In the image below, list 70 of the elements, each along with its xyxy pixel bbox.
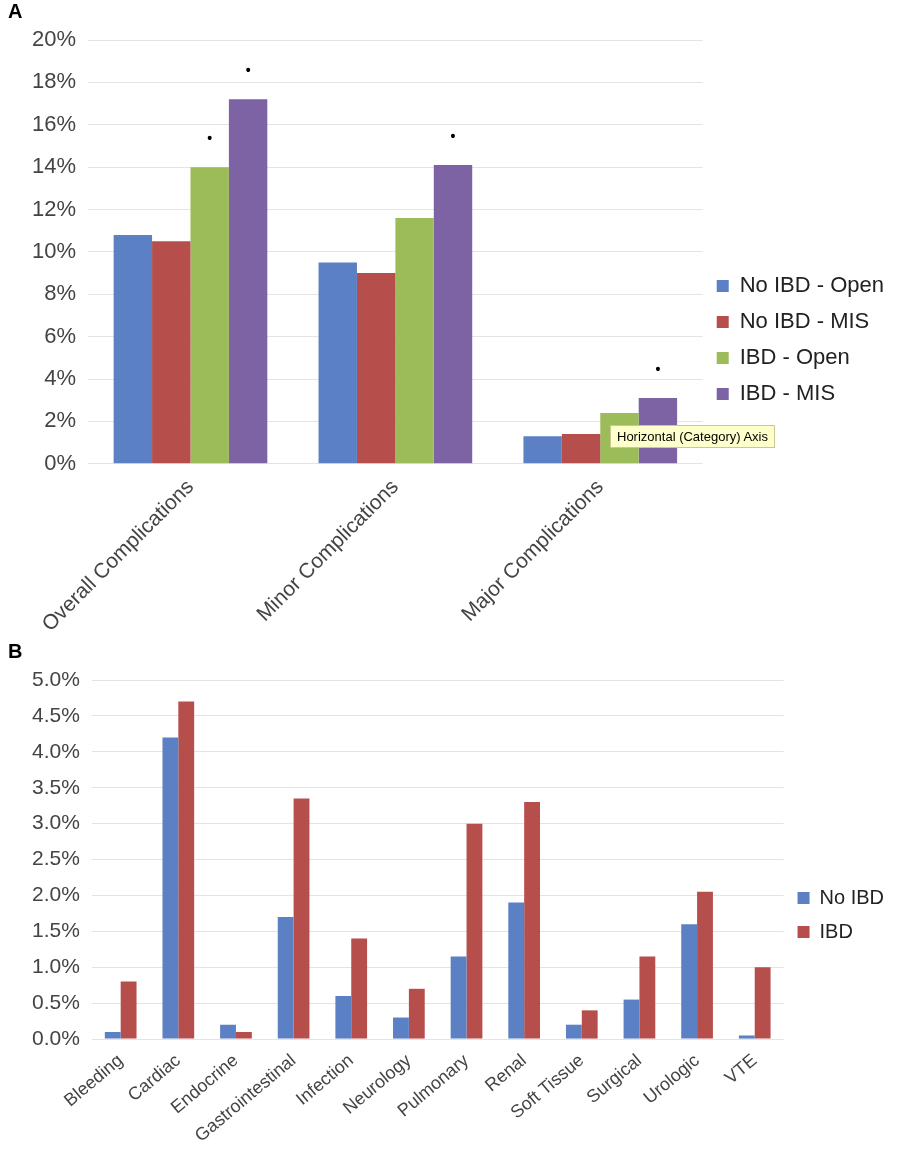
legend-label: No IBD — [819, 885, 885, 908]
bar — [565, 1024, 582, 1039]
bar — [408, 988, 425, 1039]
y-tick-label: 2.5% — [31, 846, 80, 870]
bar — [220, 1024, 236, 1039]
bar — [639, 956, 656, 1039]
y-tick-label: 2.0% — [31, 882, 80, 906]
bar — [318, 262, 357, 464]
legend-label: No IBD - MIS — [739, 308, 870, 334]
bar — [162, 737, 179, 1039]
bar — [104, 1031, 121, 1039]
y-tick-label: 2% — [44, 407, 77, 433]
bar — [113, 234, 153, 464]
y-tick-label: 0% — [44, 449, 77, 475]
annotation: • — [655, 360, 661, 377]
y-tick-label: 20% — [31, 26, 77, 52]
bar — [754, 967, 771, 1039]
y-tick-label: 12% — [31, 195, 77, 221]
legend-label: IBD - Open — [739, 344, 850, 370]
y-tick-label: 18% — [31, 68, 77, 94]
y-tick-label: 4.0% — [31, 738, 80, 762]
y-tick-label: 4% — [44, 365, 77, 391]
bar — [466, 823, 483, 1039]
y-tick-label: 1.0% — [31, 954, 80, 978]
legend-label: IBD - MIS — [739, 380, 836, 406]
bar — [293, 798, 310, 1039]
bar — [524, 802, 541, 1039]
bar — [738, 1035, 755, 1039]
annotation: • — [207, 129, 213, 146]
annotation: Horizontal (Category) Axis — [610, 425, 775, 448]
bar — [335, 995, 352, 1039]
y-tick-label: 0.5% — [31, 989, 80, 1013]
bar — [697, 891, 713, 1039]
chart-title: B — [8, 640, 23, 663]
x-tick-label: VTE — [720, 1049, 761, 1088]
bar — [561, 434, 601, 464]
bar — [450, 956, 467, 1039]
legend-label: No IBD - Open — [739, 272, 884, 298]
annotation: • — [450, 127, 456, 144]
y-tick-label: 3.0% — [31, 810, 80, 834]
y-tick-label: 10% — [31, 237, 77, 263]
chart-title: A — [8, 0, 23, 23]
bar — [508, 902, 525, 1039]
legend-label: IBD — [819, 919, 853, 942]
bar — [228, 99, 268, 464]
y-tick-label: 0.0% — [31, 1025, 80, 1049]
bar — [681, 924, 698, 1039]
bar — [351, 938, 368, 1039]
bar — [623, 999, 640, 1039]
bar — [581, 1010, 598, 1039]
bar — [395, 217, 434, 464]
bar — [433, 165, 473, 464]
y-tick-label: 4.5% — [31, 702, 80, 726]
y-tick-label: 6% — [44, 322, 77, 348]
bar — [152, 241, 191, 464]
bar — [393, 1017, 409, 1039]
y-tick-label: 14% — [31, 153, 77, 179]
bar — [523, 436, 562, 464]
bar — [190, 167, 229, 464]
annotation: • — [245, 62, 251, 79]
y-tick-label: 3.5% — [31, 774, 80, 798]
bar — [235, 1031, 252, 1039]
bar — [120, 981, 137, 1039]
bar — [356, 273, 396, 464]
y-tick-label: 5.0% — [31, 666, 80, 690]
y-tick-label: 16% — [31, 110, 77, 136]
bar — [178, 701, 195, 1039]
y-tick-label: 1.5% — [31, 918, 80, 942]
bar — [277, 916, 294, 1039]
y-tick-label: 8% — [44, 280, 77, 306]
